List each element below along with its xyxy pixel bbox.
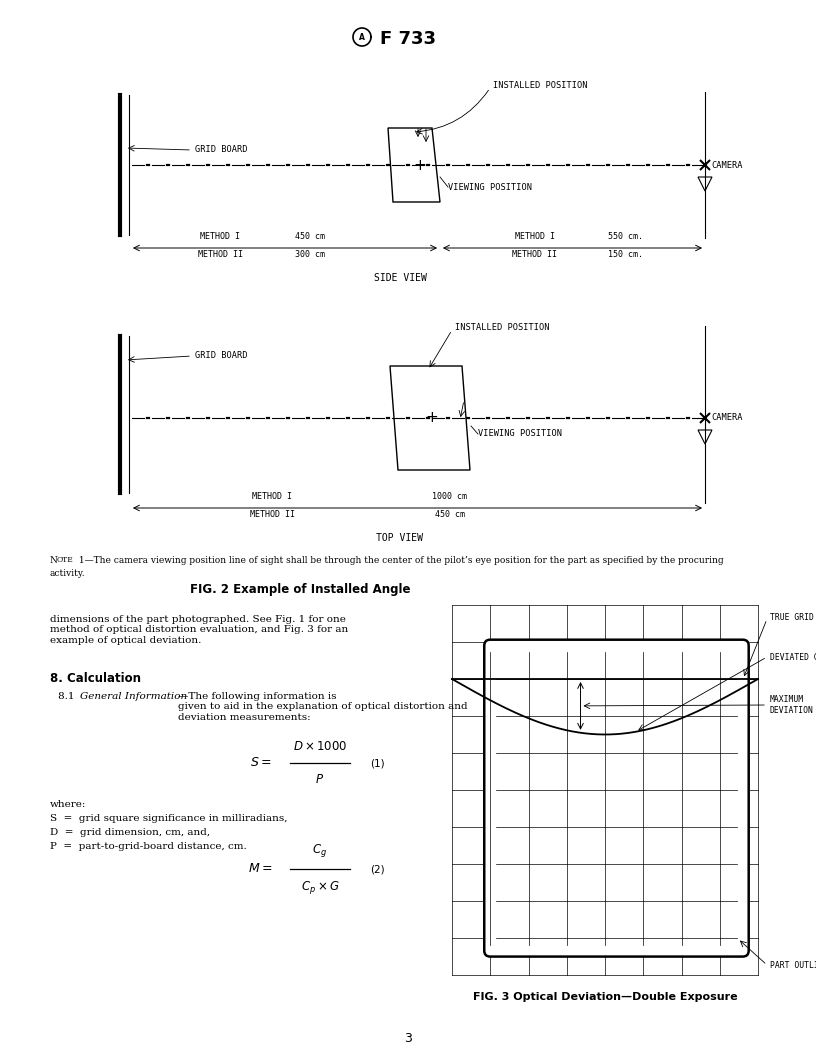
Text: 1—The camera viewing position line of sight shall be through the center of the p: 1—The camera viewing position line of si… <box>76 557 724 565</box>
Text: activity.: activity. <box>50 569 86 578</box>
Text: METHOD II: METHOD II <box>512 250 557 259</box>
Text: 3: 3 <box>404 1032 412 1044</box>
Text: dimensions of the part photographed. See Fig. 1 for one
method of optical distor: dimensions of the part photographed. See… <box>50 615 348 645</box>
Text: +: + <box>426 411 438 426</box>
Text: $P$: $P$ <box>316 773 325 786</box>
Text: (1): (1) <box>370 758 384 768</box>
Text: METHOD II: METHOD II <box>197 250 242 259</box>
Text: S  =  grid square significance in milliradians,: S = grid square significance in millirad… <box>50 814 287 823</box>
Text: OTE: OTE <box>57 557 73 564</box>
Text: CAMERA: CAMERA <box>711 414 743 422</box>
Text: 450 cm: 450 cm <box>295 232 325 241</box>
Text: VIEWING POSITION: VIEWING POSITION <box>478 430 562 438</box>
Text: GRID BOARD: GRID BOARD <box>195 352 247 360</box>
Text: INSTALLED POSITION: INSTALLED POSITION <box>493 80 588 90</box>
Text: METHOD I: METHOD I <box>200 232 240 241</box>
Text: $C_g$: $C_g$ <box>313 842 327 859</box>
Text: (2): (2) <box>370 864 384 874</box>
Text: INSTALLED POSITION: INSTALLED POSITION <box>455 323 549 333</box>
Text: 150 cm.: 150 cm. <box>607 250 642 259</box>
Text: MAXIMUM
DEVIATION: MAXIMUM DEVIATION <box>770 695 814 715</box>
Text: TOP VIEW: TOP VIEW <box>376 533 424 543</box>
Text: TRUE GRID LINE: TRUE GRID LINE <box>770 614 816 622</box>
Text: +: + <box>414 157 427 172</box>
Text: 8. Calculation: 8. Calculation <box>50 672 141 685</box>
Text: General Information: General Information <box>80 692 187 701</box>
Text: SIDE VIEW: SIDE VIEW <box>374 274 427 283</box>
Text: 550 cm.: 550 cm. <box>607 232 642 241</box>
Text: F 733: F 733 <box>380 30 436 48</box>
Text: D  =  grid dimension, cm, and,: D = grid dimension, cm, and, <box>50 828 211 837</box>
Text: $S =$: $S =$ <box>251 756 272 770</box>
Text: —The following information is
given to aid in the explanation of optical distort: —The following information is given to a… <box>178 692 468 722</box>
Text: 300 cm: 300 cm <box>295 250 325 259</box>
Text: $M =$: $M =$ <box>247 863 272 875</box>
Text: N: N <box>50 557 58 565</box>
Text: METHOD I: METHOD I <box>515 232 555 241</box>
Text: A: A <box>359 33 365 41</box>
Text: CAMERA: CAMERA <box>711 161 743 170</box>
Text: P  =  part-to-grid-board distance, cm.: P = part-to-grid-board distance, cm. <box>50 842 246 851</box>
Text: where:: where: <box>50 800 86 809</box>
Text: GRID BOARD: GRID BOARD <box>195 146 247 154</box>
Text: METHOD I: METHOD I <box>252 492 292 501</box>
Text: METHOD II: METHOD II <box>250 510 295 518</box>
Text: 450 cm: 450 cm <box>435 510 465 518</box>
Text: $C_p \times G$: $C_p \times G$ <box>300 879 339 895</box>
Text: PART OUTLINE: PART OUTLINE <box>770 961 816 969</box>
Text: 1000 cm: 1000 cm <box>432 492 468 501</box>
Text: FIG. 3 Optical Deviation—Double Exposure: FIG. 3 Optical Deviation—Double Exposure <box>472 992 738 1002</box>
Text: 8.1: 8.1 <box>58 692 78 701</box>
FancyBboxPatch shape <box>484 640 749 957</box>
Text: FIG. 2 Example of Installed Angle: FIG. 2 Example of Installed Angle <box>190 584 410 597</box>
Text: DEVIATED GRID LINE: DEVIATED GRID LINE <box>770 653 816 661</box>
Text: $D \times 1000$: $D \times 1000$ <box>293 740 348 753</box>
Text: VIEWING POSITION: VIEWING POSITION <box>448 183 532 191</box>
